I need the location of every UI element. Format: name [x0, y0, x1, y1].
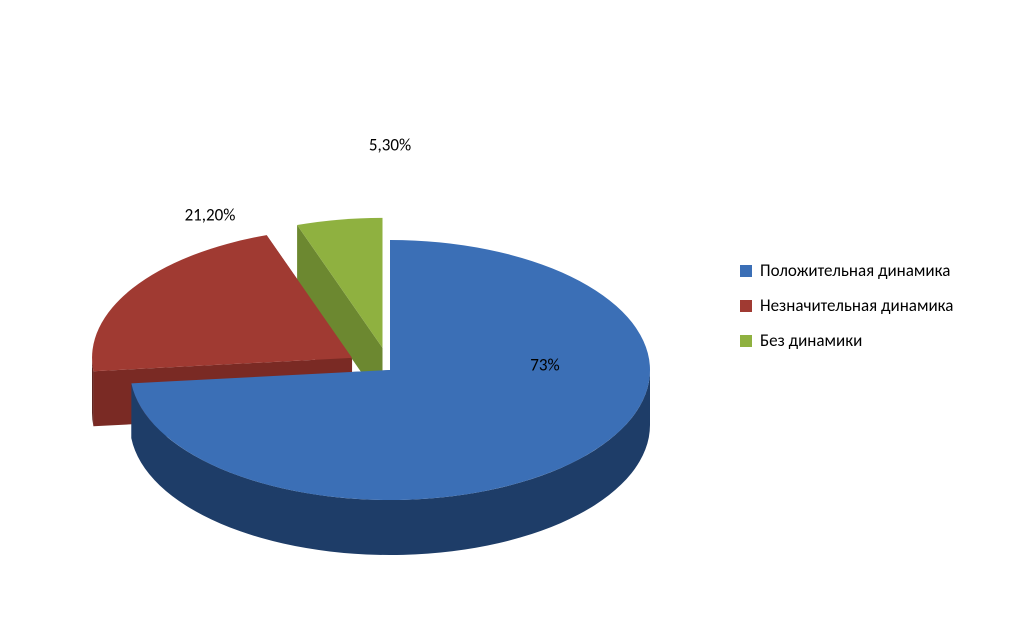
legend-item-none: Без динамики [740, 330, 1000, 351]
legend-label: Положительная динамика [760, 260, 950, 281]
legend-item-positive: Положительная динамика [740, 260, 1000, 281]
chart-frame: 73% 21,20% 5,30% Положительная динамика … [0, 0, 1034, 644]
legend-label: Без динамики [760, 330, 862, 351]
legend-swatch-positive [740, 265, 752, 277]
legend-item-insignificant: Незначительная динамика [740, 295, 1000, 316]
slice-label-insignificant: 21,20% [185, 205, 236, 226]
slice-label-none: 5,30% [369, 135, 411, 156]
legend-swatch-none [740, 335, 752, 347]
legend-swatch-insignificant [740, 300, 752, 312]
pie-chart-svg [40, 40, 720, 600]
slice-label-positive: 73% [530, 355, 559, 376]
legend-label: Незначительная динамика [760, 295, 953, 316]
legend: Положительная динамика Незначительная ди… [740, 260, 1000, 365]
pie-chart: 73% 21,20% 5,30% [40, 40, 720, 600]
